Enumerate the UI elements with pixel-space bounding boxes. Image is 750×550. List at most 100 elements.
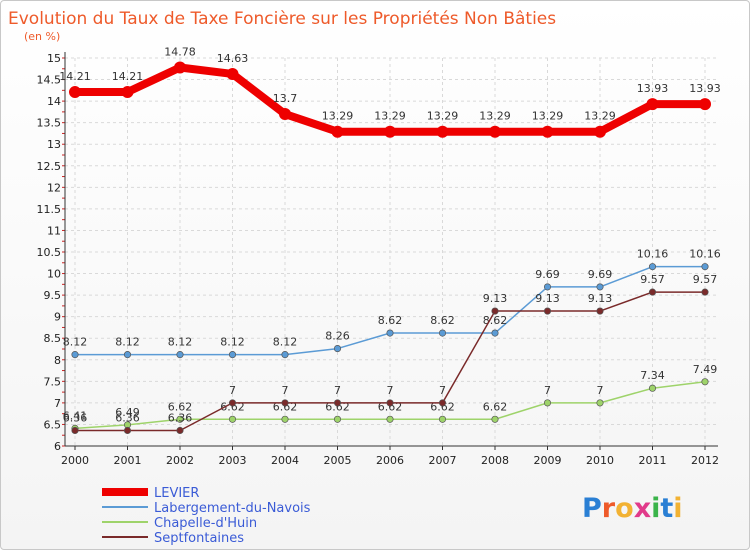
- y-tick-label: 15: [47, 52, 61, 65]
- data-label-0: 13.93: [637, 82, 669, 95]
- data-label-1: 8.62: [430, 314, 455, 327]
- gridlines: [65, 57, 718, 447]
- series-point-1: [596, 283, 604, 291]
- series-point-2: [228, 415, 237, 423]
- y-tick-label: 13: [47, 138, 61, 151]
- y-tick-label: 12.5: [37, 160, 62, 173]
- series-point-3: [648, 288, 657, 296]
- logo-letter-5: t: [660, 493, 673, 524]
- chart-title: Evolution du Taux de Taxe Foncière sur l…: [8, 9, 556, 29]
- series-point-3: [176, 426, 184, 435]
- series-point-0: [69, 86, 81, 99]
- series-point-2: [333, 415, 342, 423]
- series-point-3: [438, 399, 447, 407]
- series-point-2: [491, 415, 499, 423]
- data-label-1: 8.12: [115, 336, 140, 349]
- x-tick-label: 2008: [481, 454, 509, 467]
- series-point-1: [333, 345, 342, 353]
- series-point-3: [491, 307, 499, 315]
- series-point-2: [386, 415, 394, 423]
- series-group: 14.21 14.21 14.78 14.63 13.7 13.29 13.29 13.29 1…: [59, 45, 721, 435]
- data-label-1: 9.69: [588, 268, 613, 281]
- legend-label-3: Septfontaines: [154, 531, 244, 546]
- x-tick-label: 2002: [166, 454, 194, 467]
- series-point-0: [174, 61, 186, 74]
- series-point-0: [646, 98, 659, 111]
- x-tick-label: 2011: [639, 454, 667, 467]
- series-point-0: [121, 86, 134, 99]
- data-label-0: 13.29: [427, 110, 459, 123]
- data-label-3: 6.36: [168, 411, 193, 424]
- series-point-3: [228, 399, 237, 407]
- proxiti-logo: Proxiti: [582, 493, 683, 524]
- data-label-1: 8.62: [483, 314, 508, 327]
- series-point-1: [123, 351, 132, 359]
- series-point-1: [543, 283, 552, 291]
- logo-letter-4: i: [651, 493, 660, 524]
- series-point-1: [701, 263, 709, 271]
- x-tick-label: 2003: [219, 454, 247, 467]
- y-tick-label: 11.5: [37, 203, 62, 216]
- y-tick-label: 14: [47, 95, 61, 108]
- data-label-0: 14.63: [217, 52, 249, 65]
- y-tick-label: 14.5: [37, 74, 62, 87]
- chart-subtitle: (en %): [24, 30, 60, 43]
- y-tick-label: 6: [54, 440, 61, 453]
- data-label-3: 7: [229, 384, 236, 397]
- data-label-2: 6.41: [63, 409, 88, 422]
- series-point-3: [386, 399, 394, 407]
- y-tick-label: 7.5: [44, 375, 62, 388]
- series-point-1: [281, 351, 289, 359]
- data-label-0: 13.29: [584, 110, 616, 123]
- data-label-2: 7: [597, 384, 604, 397]
- series-point-0: [384, 125, 396, 138]
- series-point-3: [543, 307, 552, 315]
- series-point-0: [541, 125, 554, 138]
- series-point-1: [228, 351, 237, 359]
- data-label-3: 9.13: [535, 292, 560, 305]
- series-point-2: [701, 378, 709, 386]
- axes: 6 6.5 7 7.5 8 8.5 9 9.5 10 10.5 11 11.5 12 12.5 13 13.5…: [37, 52, 719, 467]
- data-label-3: 6.36: [63, 411, 88, 424]
- logo-letter-0: P: [582, 493, 602, 524]
- series-point-2: [596, 399, 604, 407]
- series-point-1: [71, 351, 79, 359]
- y-tick-label: 10: [47, 268, 61, 281]
- series-point-3: [281, 399, 289, 407]
- data-label-2: 7: [544, 384, 551, 397]
- series-point-1: [438, 329, 447, 337]
- x-tick-label: 2012: [691, 454, 719, 467]
- legend: LEVIERLabergement-du-NavoisChapelle-d'Hu…: [102, 486, 311, 546]
- y-tick-label: 7: [54, 397, 61, 410]
- y-tick-label: 9: [54, 311, 61, 324]
- legend-label-2: Chapelle-d'Huin: [154, 516, 257, 531]
- series-point-0: [279, 108, 291, 121]
- data-label-3: 9.13: [483, 292, 508, 305]
- data-label-2: 6.62: [168, 400, 193, 413]
- series-point-0: [226, 67, 239, 80]
- data-label-3: 7: [387, 384, 394, 397]
- series-point-1: [176, 351, 184, 359]
- y-tick-label: 10.5: [37, 246, 62, 259]
- legend-label-1: Labergement-du-Navois: [154, 501, 311, 516]
- data-label-0: 13.29: [322, 110, 354, 123]
- data-label-1: 8.12: [273, 336, 298, 349]
- series-point-2: [648, 384, 657, 392]
- data-label-0: 13.29: [532, 110, 564, 123]
- series-point-1: [648, 263, 657, 271]
- data-label-0: 14.21: [112, 70, 144, 83]
- series-point-0: [594, 125, 606, 138]
- x-tick-label: 2004: [271, 454, 299, 467]
- data-label-3: 9.57: [640, 273, 665, 286]
- series-point-1: [491, 329, 499, 337]
- data-label-0: 14.78: [164, 45, 196, 58]
- logo-letter-2: o: [615, 493, 634, 524]
- data-label-3: 7: [282, 384, 289, 397]
- data-label-3: 7: [439, 384, 446, 397]
- series-point-0: [699, 98, 711, 111]
- data-label-2: 6.62: [483, 400, 508, 413]
- series-point-0: [436, 125, 449, 138]
- x-tick-label: 2010: [586, 454, 614, 467]
- x-tick-label: 2006: [376, 454, 404, 467]
